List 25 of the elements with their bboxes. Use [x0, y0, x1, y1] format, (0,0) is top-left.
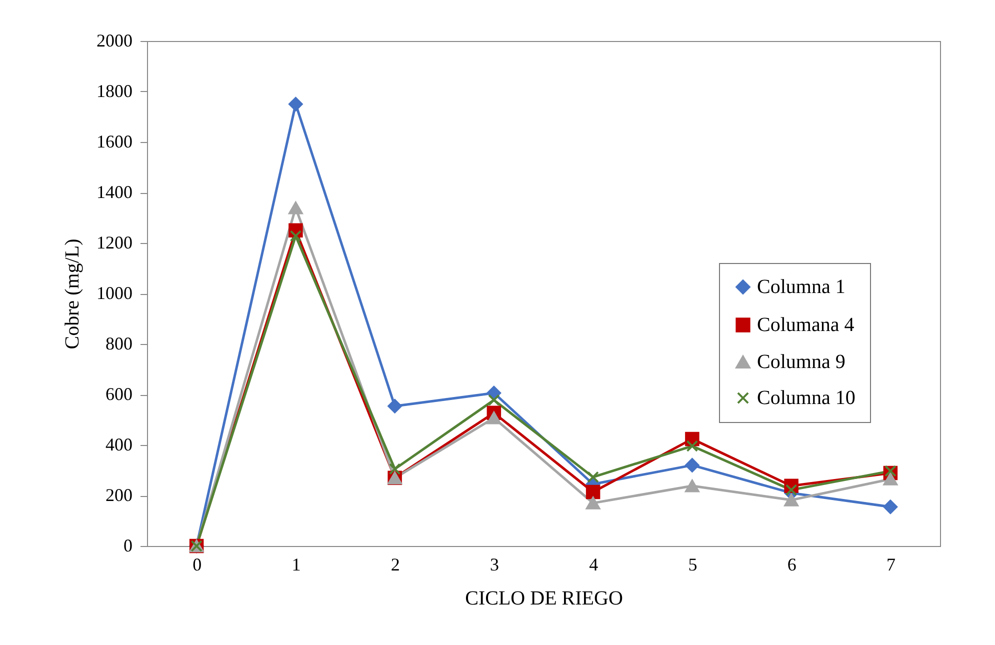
legend-label: Columna 10	[757, 387, 856, 409]
y-tick-label: 400	[106, 434, 132, 454]
y-tick-label: 2000	[96, 30, 132, 50]
y-axis-title: Cobre (mg/L)	[62, 238, 84, 350]
x-axis-title: CICLO DE RIEGO	[465, 588, 623, 610]
y-tick-label: 1800	[96, 81, 132, 101]
x-tick-label: 6	[787, 554, 796, 574]
x-tick-label: 2	[390, 554, 400, 574]
legend-label: Columna 9	[757, 351, 846, 373]
y-tick-label: 1200	[96, 232, 132, 252]
legend-label: Columana 4	[757, 314, 854, 336]
y-tick-label: 1400	[96, 182, 132, 202]
y-tick-label: 800	[106, 334, 132, 354]
y-tick-label: 1600	[96, 132, 132, 152]
x-tick-label: 1	[292, 554, 301, 574]
x-tick-label: 7	[886, 554, 896, 574]
x-tick-label: 0	[192, 554, 202, 574]
y-tick-label: 0	[124, 536, 132, 556]
y-tick-label: 200	[106, 485, 132, 505]
x-tick-label: 4	[589, 554, 598, 574]
y-tick-label: 1000	[96, 283, 132, 303]
x-tick-label: 3	[490, 554, 499, 574]
legend-label: Columna 1	[757, 276, 846, 298]
y-tick-label: 600	[106, 384, 132, 404]
x-tick-label: 5	[688, 554, 698, 574]
